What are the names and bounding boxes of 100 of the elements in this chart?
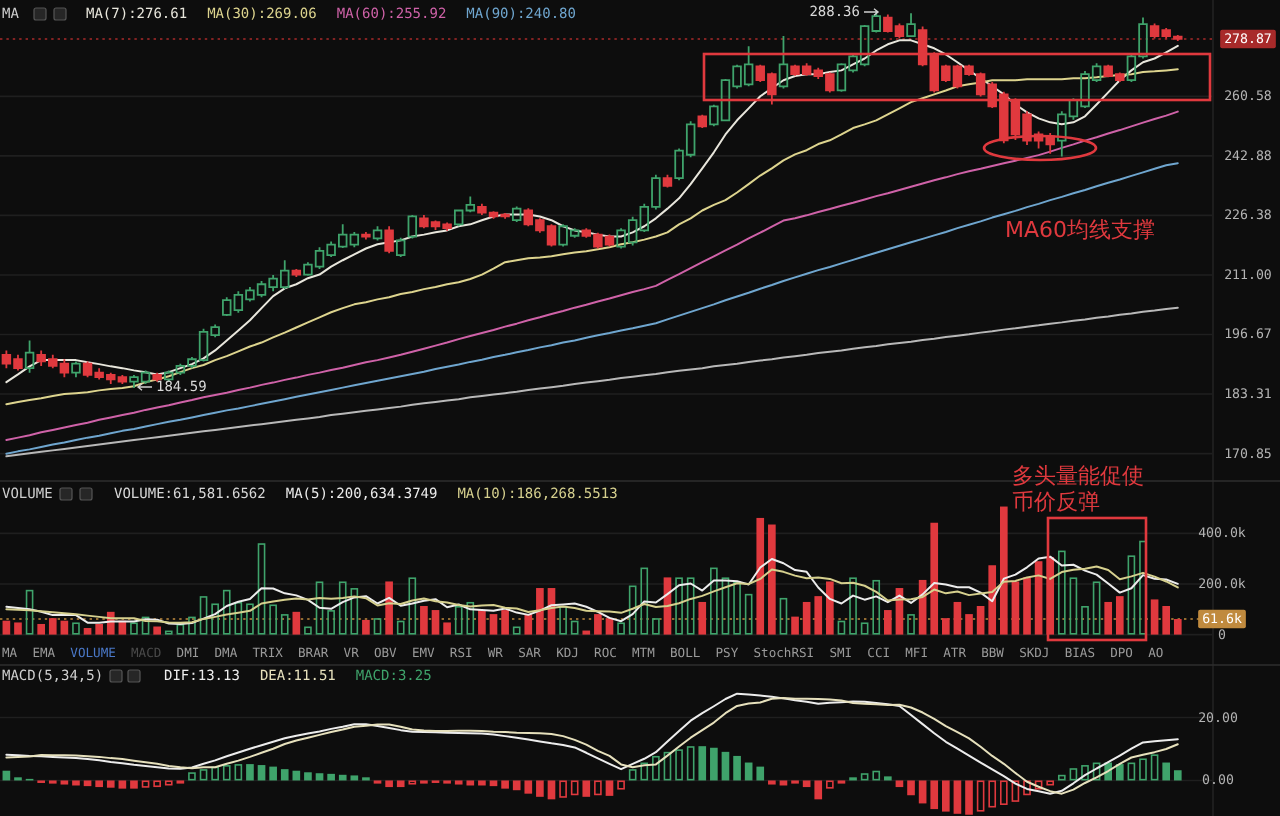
bar — [953, 780, 962, 814]
bar — [1011, 581, 1020, 635]
bar — [756, 766, 765, 781]
bar — [976, 780, 985, 812]
bar — [130, 780, 138, 789]
candlestick — [697, 113, 707, 129]
bar — [48, 618, 57, 635]
bar — [1115, 764, 1124, 781]
bar — [675, 577, 683, 635]
bar — [617, 780, 625, 790]
bar — [524, 614, 533, 635]
bar — [872, 770, 881, 781]
bar — [675, 749, 683, 781]
bar — [826, 581, 834, 635]
bar — [1057, 774, 1066, 781]
bar — [292, 611, 301, 635]
line-series — [5, 110, 1179, 442]
bar — [559, 606, 567, 635]
bar — [280, 614, 289, 635]
bar — [860, 773, 869, 781]
bar — [605, 780, 614, 796]
bar — [594, 780, 602, 796]
bar — [385, 780, 393, 788]
bar — [501, 610, 509, 635]
bar — [1069, 768, 1078, 781]
bar — [420, 606, 428, 635]
bar — [814, 596, 823, 635]
bar — [768, 524, 776, 635]
bar — [698, 601, 707, 635]
bar — [744, 593, 753, 635]
bar — [895, 780, 904, 788]
bar — [1023, 780, 1031, 796]
bar — [814, 780, 823, 800]
bar — [246, 764, 254, 781]
bar — [953, 601, 962, 635]
bar — [257, 543, 266, 635]
bar — [362, 619, 370, 635]
bar — [246, 603, 254, 635]
bar — [779, 780, 788, 786]
bar — [211, 603, 219, 635]
bar — [1023, 577, 1031, 635]
bar — [918, 780, 927, 804]
bar — [304, 772, 312, 781]
bar — [83, 780, 92, 787]
candlestick — [384, 225, 394, 255]
bar — [1081, 765, 1089, 781]
bar — [733, 755, 741, 781]
bar — [501, 780, 509, 789]
bar — [594, 614, 602, 635]
candlestick — [152, 371, 162, 383]
bar — [976, 606, 985, 635]
line-series — [5, 162, 1179, 455]
bar — [1139, 758, 1147, 781]
bar — [72, 780, 80, 786]
bar — [965, 614, 973, 635]
bar — [60, 620, 69, 635]
candlestick — [511, 205, 522, 223]
bar — [942, 780, 950, 812]
bar — [373, 618, 382, 635]
bar — [710, 567, 718, 635]
bar — [733, 581, 741, 635]
bar — [164, 780, 173, 786]
bar — [559, 780, 567, 798]
candlestick — [361, 231, 371, 241]
bar — [837, 620, 846, 635]
bar — [478, 610, 486, 635]
bar — [25, 589, 34, 635]
bar — [802, 601, 811, 635]
bar — [547, 780, 556, 800]
bar — [652, 755, 660, 781]
bar — [756, 517, 765, 635]
candlestick — [372, 225, 383, 242]
bar — [1034, 561, 1043, 635]
bar — [779, 597, 788, 635]
bar — [222, 589, 231, 635]
bar — [222, 765, 231, 781]
annotation: 多头量能促使币价反弹 — [1012, 462, 1144, 514]
bar — [211, 766, 219, 781]
bar — [234, 601, 243, 635]
bar — [942, 618, 950, 635]
bar — [1173, 770, 1182, 781]
bar — [965, 780, 973, 815]
bar — [1092, 762, 1101, 781]
bar — [2, 620, 11, 635]
bar — [1150, 754, 1159, 781]
bar — [617, 622, 625, 635]
candlestick — [906, 12, 916, 38]
candlestick — [395, 236, 406, 258]
bar — [95, 623, 103, 635]
bar — [536, 780, 544, 797]
bar — [1057, 550, 1066, 635]
bar — [1046, 780, 1055, 786]
bar — [327, 610, 335, 635]
candlestick — [662, 173, 673, 189]
bar — [188, 616, 196, 635]
bar — [130, 622, 138, 635]
bar — [327, 773, 335, 781]
bar — [37, 623, 45, 635]
bar — [95, 780, 103, 788]
bar — [118, 780, 127, 789]
